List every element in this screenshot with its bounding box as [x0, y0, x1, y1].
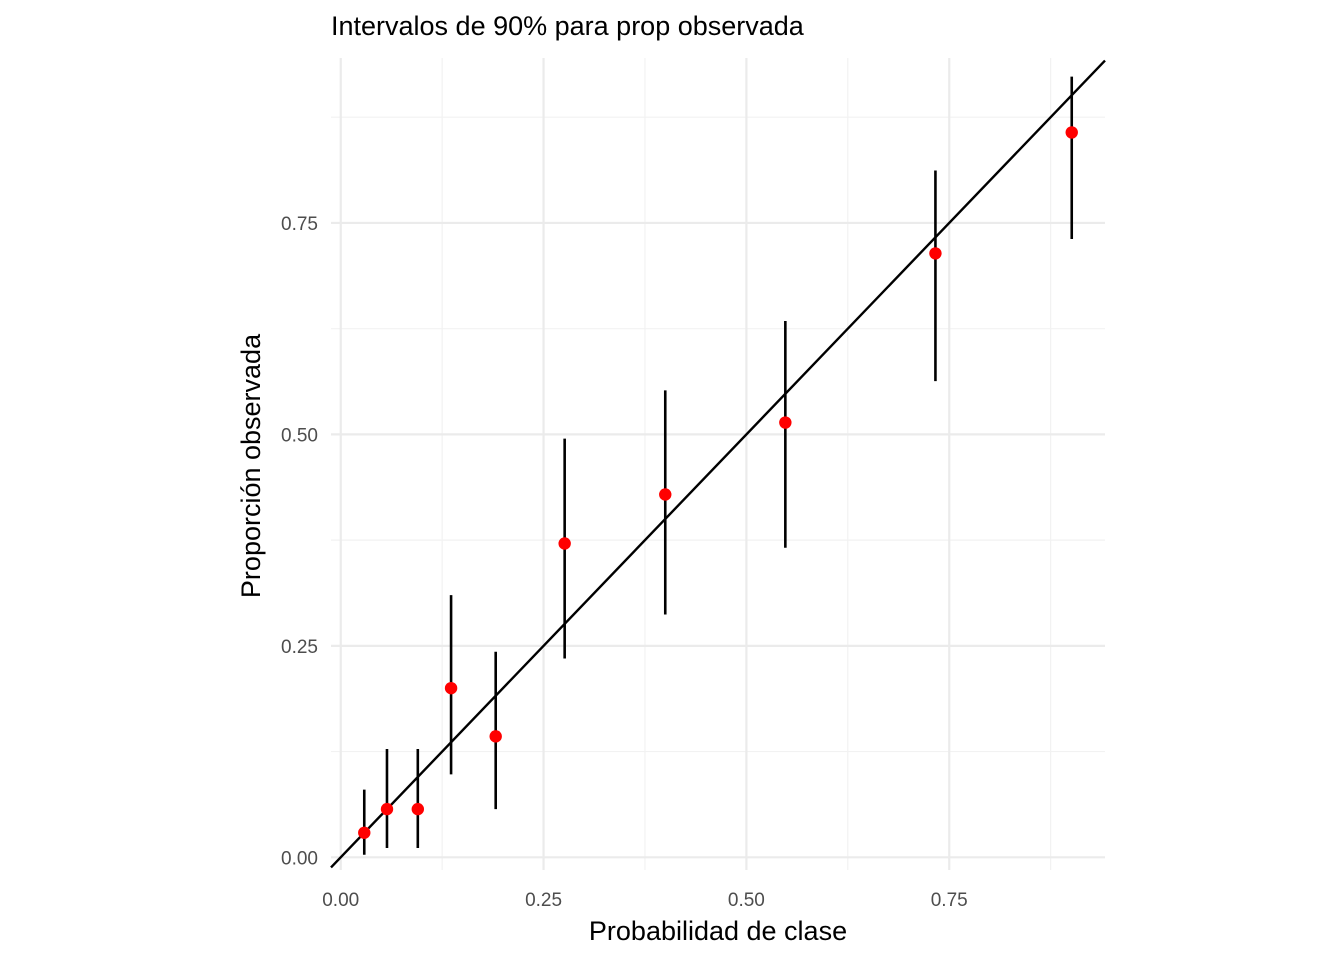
data-point	[358, 826, 371, 839]
data-points	[358, 126, 1078, 839]
y-tick-label: 0.00	[281, 848, 318, 869]
x-tick-label: 0.75	[931, 890, 968, 911]
x-tick-label: 0.25	[525, 890, 562, 911]
minor-gridlines	[331, 58, 1105, 870]
data-point	[444, 681, 458, 695]
x-tick-label: 0.00	[322, 890, 359, 911]
reference-line	[330, 59, 1106, 869]
chart-title: Intervalos de 90% para prop observada	[331, 11, 805, 41]
data-point	[659, 488, 672, 501]
x-axis-ticks: 0.00 0.25 0.50 0.75	[322, 890, 967, 911]
data-point	[380, 802, 394, 816]
y-axis-title: Proporción observada	[236, 333, 266, 598]
data-point	[929, 247, 942, 260]
reference-line-group	[330, 59, 1106, 869]
data-point	[411, 802, 425, 816]
y-tick-label: 0.25	[281, 637, 318, 658]
y-tick-label: 0.50	[281, 425, 318, 446]
x-axis-title: Probabilidad de clase	[589, 916, 847, 946]
data-point	[558, 537, 571, 550]
y-tick-label: 0.75	[281, 214, 318, 235]
data-point	[779, 416, 792, 429]
y-axis-ticks: 0.00 0.25 0.50 0.75	[281, 214, 318, 869]
major-gridlines	[331, 58, 1105, 870]
x-tick-label: 0.50	[728, 890, 765, 911]
data-point	[1065, 126, 1078, 139]
data-point	[489, 730, 502, 743]
